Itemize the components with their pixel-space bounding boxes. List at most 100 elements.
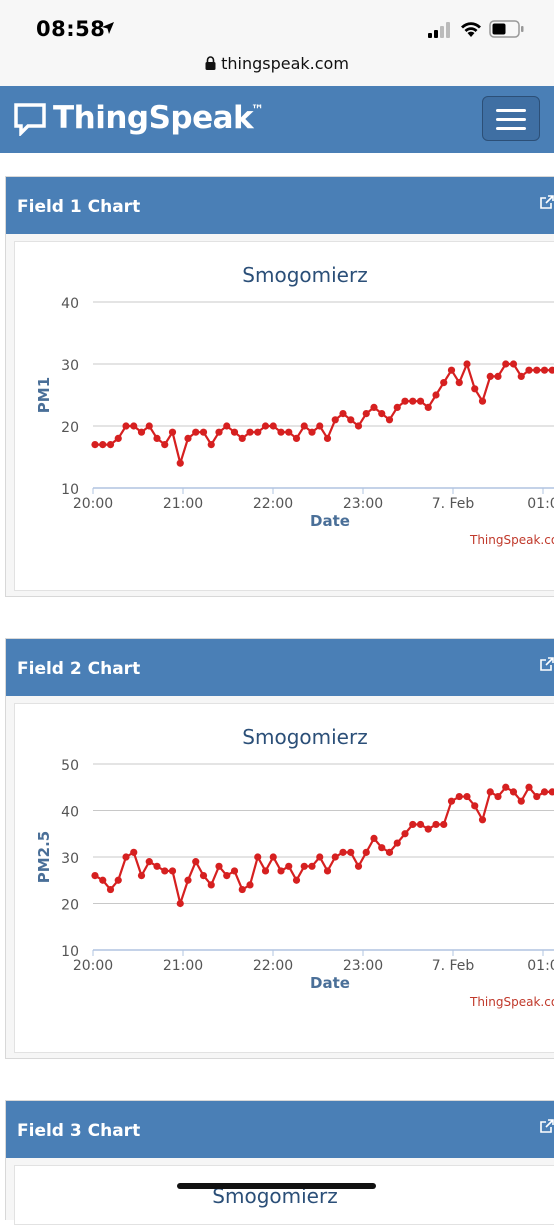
data-point[interactable]	[238, 885, 246, 894]
data-point[interactable]	[548, 788, 554, 796]
data-point[interactable]	[261, 422, 270, 430]
data-point[interactable]	[525, 366, 533, 374]
data-point[interactable]	[385, 416, 394, 424]
data-point[interactable]	[393, 403, 401, 411]
data-point[interactable]	[230, 867, 239, 875]
data-point[interactable]	[246, 881, 254, 889]
data-point[interactable]	[401, 830, 409, 838]
data-point[interactable]	[130, 848, 138, 856]
data-point[interactable]	[486, 372, 494, 380]
data-point[interactable]	[308, 428, 316, 436]
data-point[interactable]	[401, 397, 409, 405]
open-external-icon[interactable]	[539, 194, 554, 210]
data-point[interactable]	[300, 862, 308, 870]
data-point[interactable]	[478, 816, 487, 824]
data-point[interactable]	[362, 848, 370, 856]
data-point[interactable]	[424, 825, 432, 833]
field-1-chart[interactable]: Smogomierz 10 20 30 40 20:00 21:00 22:00 23:00 7.…	[15, 242, 554, 582]
home-indicator[interactable]	[177, 1183, 376, 1189]
data-point[interactable]	[99, 876, 107, 884]
data-point[interactable]	[122, 422, 130, 430]
data-point[interactable]	[409, 820, 417, 829]
data-point[interactable]	[223, 422, 231, 430]
data-point[interactable]	[540, 788, 549, 796]
data-point[interactable]	[215, 428, 223, 436]
data-point[interactable]	[347, 416, 355, 424]
chart-credit[interactable]: ThingSpeak.co	[469, 533, 554, 547]
data-point[interactable]	[269, 853, 277, 861]
data-point[interactable]	[447, 797, 456, 805]
data-point[interactable]	[176, 459, 184, 467]
data-point[interactable]	[517, 797, 525, 805]
data-point[interactable]	[440, 379, 448, 387]
data-point[interactable]	[362, 410, 370, 418]
data-point[interactable]	[308, 862, 316, 870]
data-point[interactable]	[300, 422, 308, 430]
data-point[interactable]	[471, 385, 479, 393]
data-point[interactable]	[331, 416, 339, 424]
data-point[interactable]	[184, 434, 192, 442]
data-point[interactable]	[168, 428, 177, 436]
data-point[interactable]	[339, 410, 347, 418]
data-point[interactable]	[463, 792, 471, 801]
field-2-chart[interactable]: Smogomierz 10 20 30 40 50 20:00 21:00 22:00 23:00…	[15, 704, 554, 1044]
data-point[interactable]	[254, 853, 262, 861]
data-point[interactable]	[486, 788, 494, 796]
data-point[interactable]	[285, 428, 293, 436]
data-point[interactable]	[145, 422, 153, 430]
url-display[interactable]: thingspeak.com	[0, 54, 554, 73]
data-point[interactable]	[153, 862, 161, 870]
data-point[interactable]	[114, 876, 122, 884]
data-point[interactable]	[509, 360, 518, 368]
data-point[interactable]	[130, 422, 138, 430]
data-point[interactable]	[409, 397, 417, 405]
data-point[interactable]	[145, 858, 153, 866]
data-point[interactable]	[378, 410, 386, 418]
data-point[interactable]	[416, 820, 425, 829]
data-point[interactable]	[416, 397, 425, 405]
data-point[interactable]	[440, 820, 448, 829]
data-point[interactable]	[385, 848, 394, 856]
data-point[interactable]	[137, 428, 146, 436]
data-point[interactable]	[323, 867, 332, 875]
data-point[interactable]	[323, 434, 332, 442]
data-point[interactable]	[393, 839, 401, 847]
data-point[interactable]	[354, 422, 363, 430]
data-point[interactable]	[153, 434, 161, 442]
data-point[interactable]	[292, 434, 301, 442]
open-external-icon[interactable]	[539, 1118, 554, 1134]
data-point[interactable]	[285, 862, 293, 870]
data-point[interactable]	[424, 403, 432, 411]
data-point[interactable]	[502, 783, 510, 791]
data-point[interactable]	[238, 434, 246, 442]
data-point[interactable]	[432, 391, 440, 399]
data-point[interactable]	[455, 379, 463, 387]
data-point[interactable]	[199, 872, 208, 880]
data-point[interactable]	[99, 441, 107, 449]
open-external-icon[interactable]	[539, 656, 554, 672]
data-point[interactable]	[223, 872, 231, 880]
data-point[interactable]	[254, 428, 262, 436]
data-point[interactable]	[540, 366, 549, 374]
data-point[interactable]	[525, 783, 533, 791]
address-bar[interactable]: thingspeak.com	[0, 50, 554, 86]
data-point[interactable]	[517, 372, 525, 380]
data-point[interactable]	[137, 872, 146, 880]
data-point[interactable]	[106, 441, 115, 449]
data-point[interactable]	[261, 867, 270, 875]
data-point[interactable]	[184, 876, 192, 884]
data-point[interactable]	[370, 834, 378, 842]
data-point[interactable]	[122, 853, 130, 861]
data-point[interactable]	[447, 366, 456, 374]
data-point[interactable]	[292, 876, 301, 884]
data-point[interactable]	[548, 366, 554, 374]
data-point[interactable]	[161, 441, 169, 449]
data-point[interactable]	[533, 366, 541, 374]
data-point[interactable]	[199, 428, 208, 436]
data-point[interactable]	[277, 428, 285, 436]
data-point[interactable]	[106, 885, 115, 894]
data-point[interactable]	[509, 788, 518, 796]
data-point[interactable]	[114, 434, 122, 442]
data-point[interactable]	[192, 858, 200, 866]
data-point[interactable]	[91, 872, 99, 880]
